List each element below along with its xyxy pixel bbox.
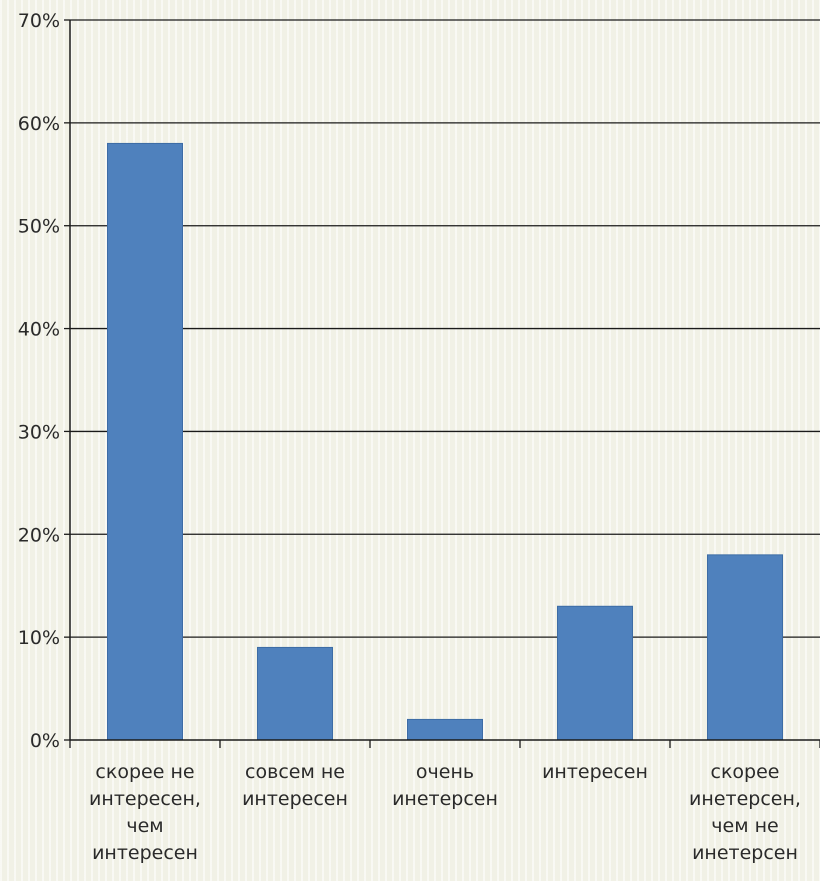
- y-tick-label: 0%: [30, 730, 60, 752]
- x-axis-category-labels: скорее не интересен, чем интересен совсем не…: [89, 761, 801, 864]
- y-tick-label: 20%: [18, 524, 60, 546]
- bar: [557, 605, 633, 741]
- x-category-label: интересен: [542, 761, 648, 783]
- axes: [64, 19, 820, 748]
- y-tick-label: 40%: [18, 319, 60, 341]
- bar: [107, 142, 183, 741]
- y-tick-label: 60%: [18, 113, 60, 135]
- bar: [257, 646, 333, 741]
- x-category-label: очень инетерсен: [392, 761, 498, 810]
- y-tick-label: 50%: [18, 216, 60, 238]
- gridlines: [70, 19, 820, 638]
- y-tick-label: 70%: [18, 10, 60, 32]
- y-tick-label: 10%: [18, 627, 60, 649]
- x-category-label: совсем не интересен: [242, 761, 348, 810]
- bar: [707, 554, 783, 741]
- y-axis-tick-labels: 0% 10% 20% 30% 40% 50% 60% 70%: [18, 10, 60, 752]
- x-category-label: скорее инетерсен, чем не инетерсен: [689, 761, 801, 864]
- x-category-label: скорее не интересен, чем интересен: [89, 761, 201, 864]
- y-tick-label: 30%: [18, 421, 60, 443]
- bar: [407, 718, 483, 741]
- bars: [107, 142, 783, 741]
